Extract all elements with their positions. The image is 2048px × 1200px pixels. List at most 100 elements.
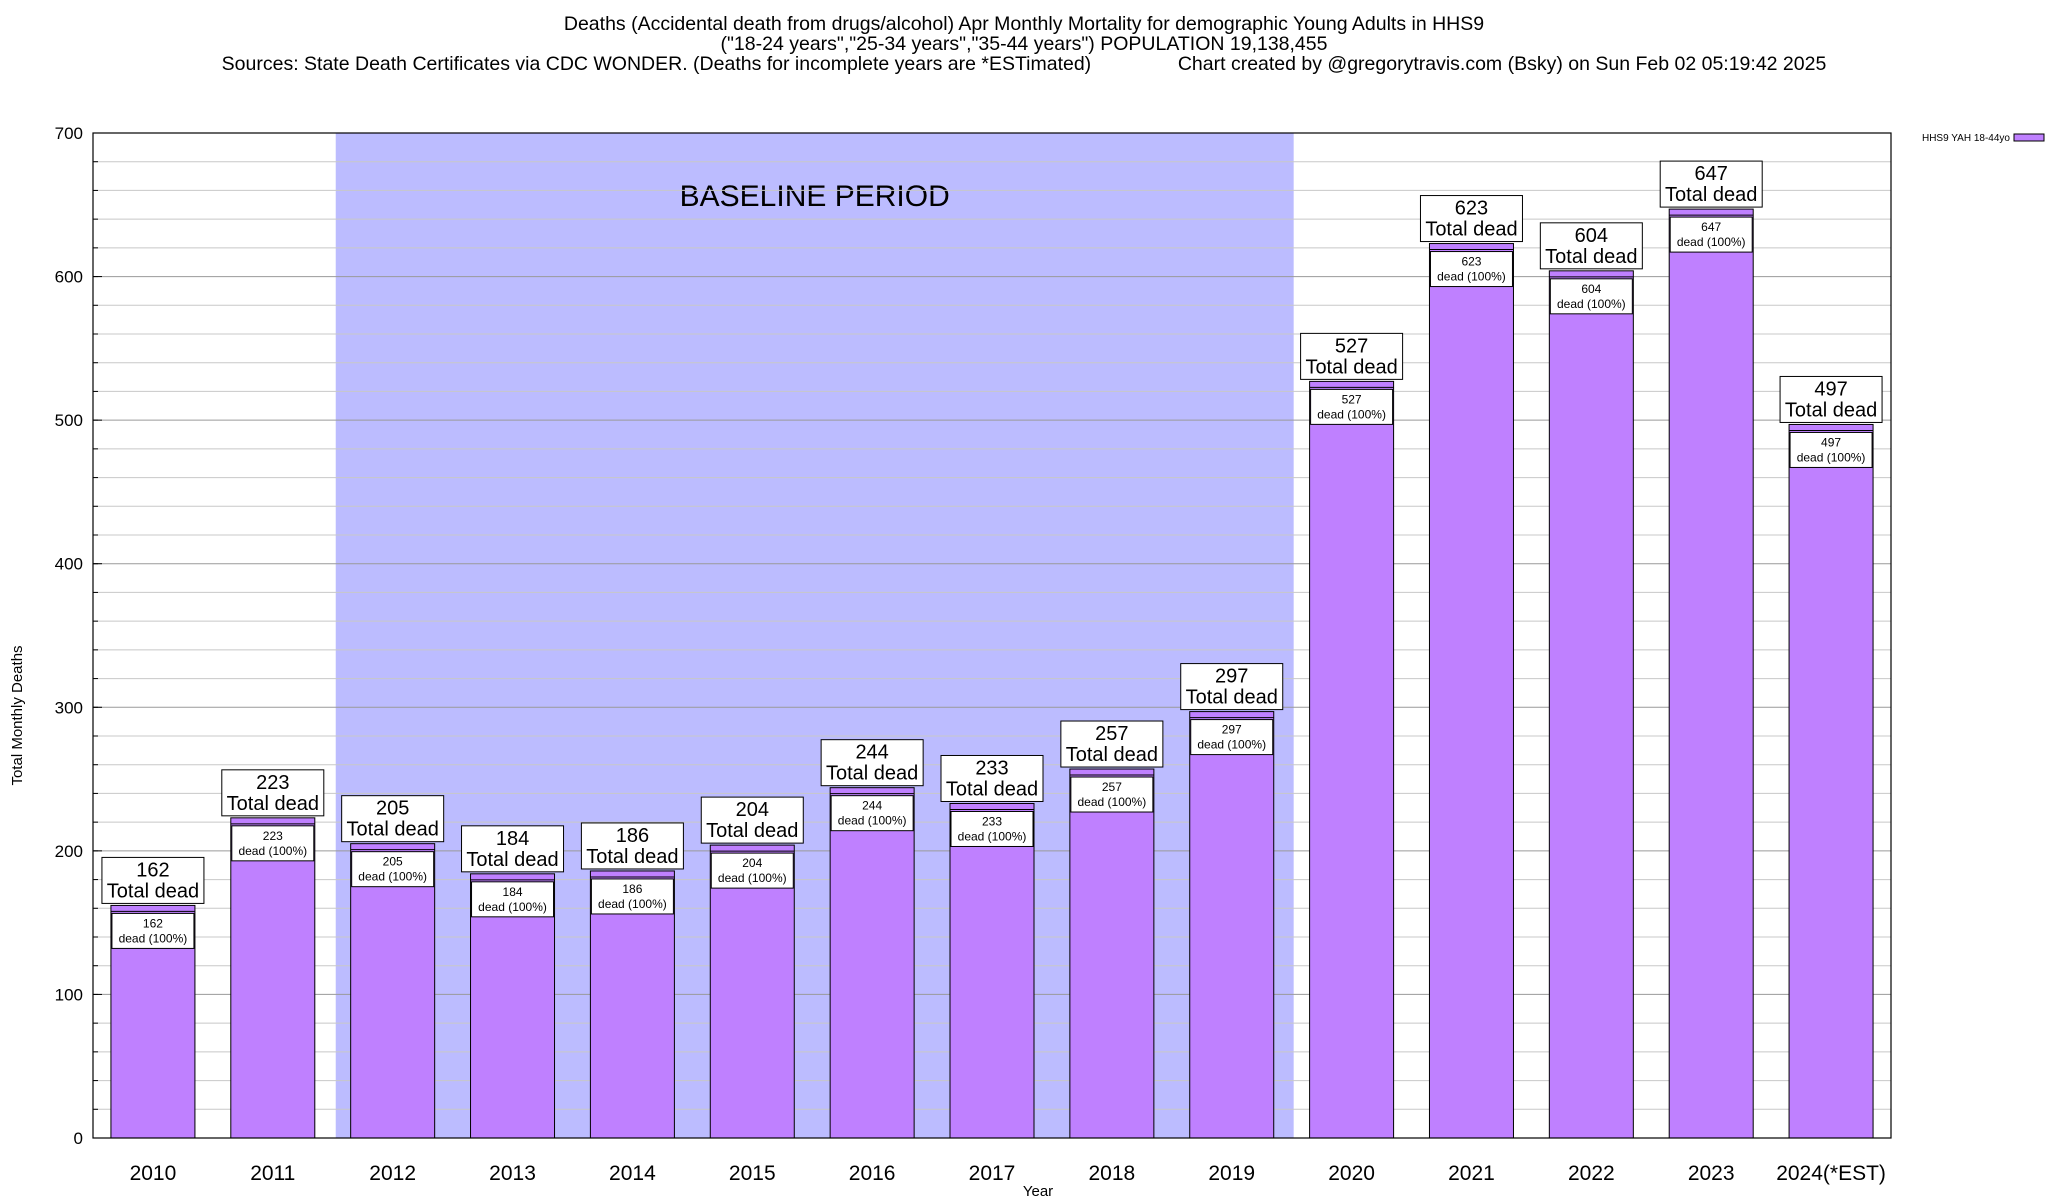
- inner-value-label: 257: [1102, 780, 1122, 794]
- x-tick-label: 2016: [849, 1162, 896, 1185]
- total-dead-label: Total dead: [1665, 184, 1757, 206]
- total-value-label: 623: [1455, 198, 1488, 220]
- total-value-label: 233: [975, 757, 1008, 779]
- legend: HHS9 YAH 18-44yo: [1922, 133, 2045, 144]
- inner-percent-label: dead (100%): [1677, 235, 1746, 249]
- inner-label-box: [830, 795, 914, 832]
- y-tick-label: 700: [55, 124, 83, 143]
- inner-value-label: 184: [503, 885, 523, 899]
- total-value-label: 244: [855, 742, 888, 764]
- total-label-box: [461, 825, 565, 873]
- total-value-label: 604: [1575, 225, 1608, 247]
- y-tick-label: 400: [55, 555, 83, 574]
- inner-percent-label: dead (100%): [838, 814, 907, 828]
- chart-title: Deaths (Accidental death from drugs/alco…: [563, 13, 1485, 35]
- bars-layer: [110, 208, 1874, 1139]
- y-tick-label: 0: [74, 1129, 83, 1148]
- inner-percent-label: dead (100%): [718, 871, 787, 885]
- inner-label-box: [111, 912, 195, 949]
- x-tick-label: 2012: [369, 1162, 416, 1185]
- total-dead-label: Total dead: [227, 793, 319, 815]
- total-label-box: [1060, 720, 1164, 768]
- total-label-box: [1300, 332, 1404, 380]
- inner-value-label: 162: [143, 916, 163, 930]
- bar-2022: [1548, 270, 1634, 1139]
- inner-value-label: 186: [622, 882, 642, 896]
- legend-entry-label: HHS9 YAH 18-44yo: [1922, 133, 2010, 144]
- x-tick-label: 2022: [1568, 1162, 1615, 1185]
- total-label-box: [700, 796, 804, 844]
- total-dead-label: Total dead: [347, 819, 439, 841]
- inner-label-box: [471, 881, 555, 918]
- total-value-label: 497: [1814, 378, 1847, 400]
- total-value-label: 162: [136, 859, 169, 881]
- inner-value-label: 623: [1461, 255, 1481, 269]
- x-tick-label: 2019: [1208, 1162, 1255, 1185]
- inner-percent-label: dead (100%): [478, 900, 547, 914]
- inner-percent-label: dead (100%): [238, 844, 307, 858]
- total-label-box: [580, 822, 684, 870]
- total-value-label: 184: [496, 828, 529, 850]
- x-tick-label: 2023: [1688, 1162, 1735, 1185]
- axes-layer: 2010 2011 2012 2013 2014 2015 2016 2017 2018 2019…: [9, 124, 1892, 1200]
- total-dead-label: Total dead: [1066, 744, 1158, 766]
- inner-label-box: [1669, 216, 1753, 253]
- bar-2011: [230, 817, 316, 1139]
- bar-2015: [709, 844, 795, 1139]
- total-value-label: 647: [1695, 163, 1728, 185]
- inner-value-label: 223: [263, 829, 283, 843]
- x-axis-title: Year: [1023, 1183, 1053, 1200]
- total-label-box: [1539, 222, 1643, 270]
- inner-label-box: [1190, 719, 1274, 756]
- plot-frame: [92, 132, 1892, 1139]
- total-dead-label: Total dead: [1305, 356, 1397, 378]
- inner-value-label: 297: [1222, 723, 1242, 737]
- total-value-label: 223: [256, 772, 289, 794]
- inner-value-label: 497: [1821, 435, 1841, 449]
- bar-2019: [1189, 711, 1275, 1139]
- total-dead-label: Total dead: [1545, 246, 1637, 268]
- x-tick-label: 2014: [609, 1162, 656, 1185]
- y-tick-label: 600: [55, 268, 83, 287]
- bar-2013: [470, 873, 556, 1139]
- inner-value-label: 604: [1581, 282, 1601, 296]
- total-dead-label: Total dead: [1186, 687, 1278, 709]
- inner-percent-label: dead (100%): [1317, 407, 1386, 421]
- total-value-label: 205: [376, 798, 409, 820]
- total-value-label: 204: [736, 799, 769, 821]
- total-dead-label: Total dead: [826, 763, 918, 785]
- y-tick-label: 100: [55, 985, 83, 1004]
- inner-label-box: [590, 878, 674, 915]
- inner-value-label: 647: [1701, 220, 1721, 234]
- inner-label-box: [1429, 251, 1513, 288]
- inner-value-label: 233: [982, 814, 1002, 828]
- y-tick-label: 500: [55, 411, 83, 430]
- inner-value-label: 204: [742, 856, 762, 870]
- total-label-box: [101, 856, 205, 904]
- total-dead-label: Total dead: [466, 849, 558, 871]
- bar-2020: [1309, 380, 1395, 1139]
- total-value-label: 297: [1215, 666, 1248, 688]
- inner-percent-label: dead (100%): [598, 897, 667, 911]
- inner-percent-label: dead (100%): [1197, 738, 1266, 752]
- total-label-box: [1180, 663, 1284, 711]
- total-label-box: [1659, 160, 1763, 208]
- x-tick-label: 2020: [1328, 1162, 1375, 1185]
- bar-2016: [829, 787, 915, 1139]
- total-label-box: [221, 769, 325, 817]
- inner-label-box: [231, 825, 315, 862]
- total-dead-label: Total dead: [946, 778, 1038, 800]
- bar-2021: [1428, 243, 1514, 1139]
- inner-value-label: 205: [383, 855, 403, 869]
- bar-2014: [589, 870, 675, 1139]
- bar-2012: [350, 843, 436, 1139]
- inner-percent-label: dead (100%): [1078, 795, 1147, 809]
- y-axis-title: Total Monthly Deaths: [9, 645, 26, 785]
- chart-subtitle: ("18-24 years","25-34 years","35-44 year…: [720, 33, 1328, 55]
- inner-label-box: [351, 851, 435, 888]
- x-tick-label: 2013: [489, 1162, 536, 1185]
- bar-2018: [1069, 768, 1155, 1139]
- x-tick-label: 2021: [1448, 1162, 1495, 1185]
